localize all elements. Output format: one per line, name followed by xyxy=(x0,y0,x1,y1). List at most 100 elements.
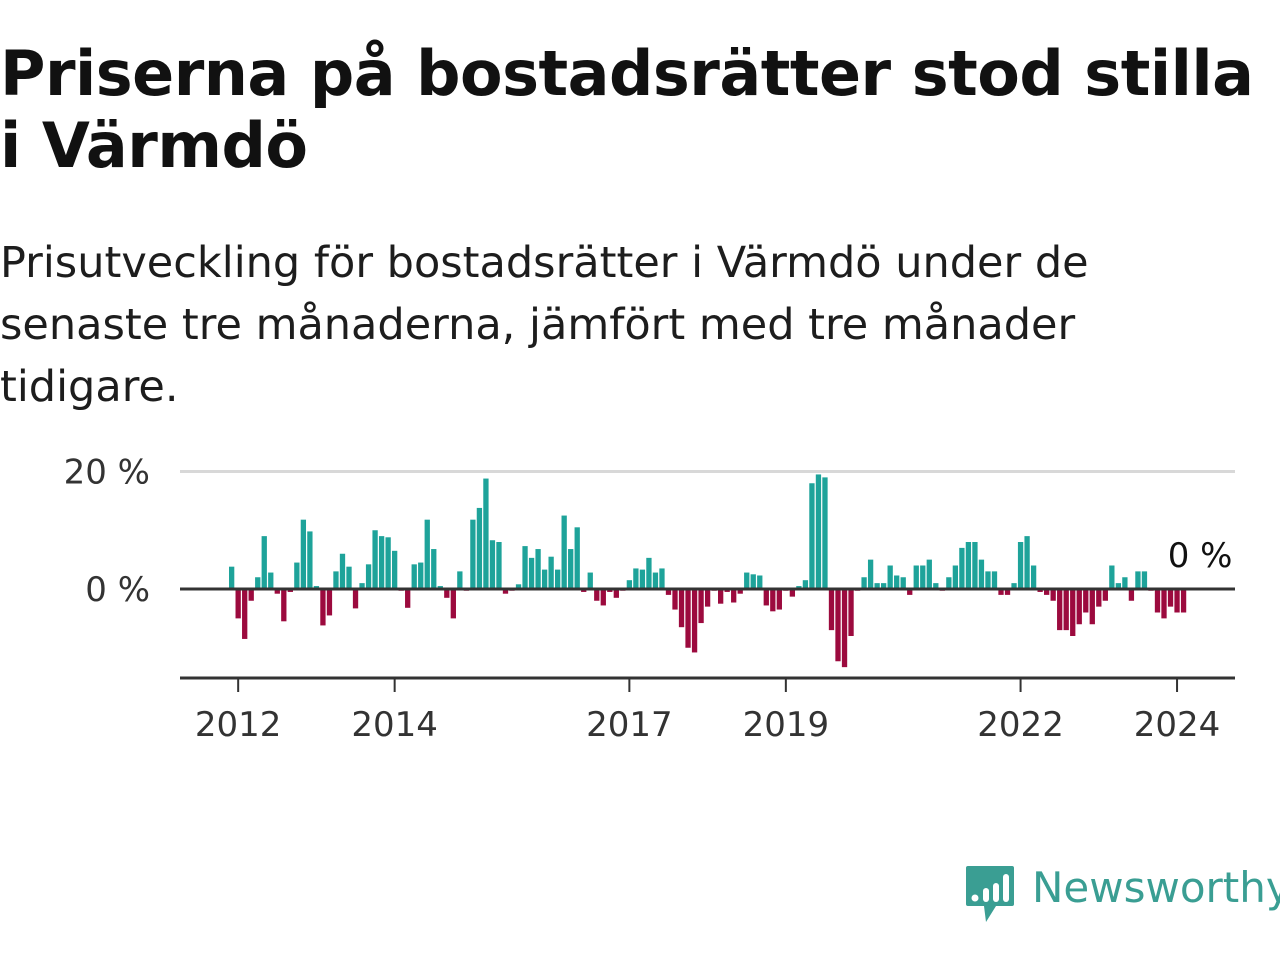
bar xyxy=(1004,589,1011,595)
bar xyxy=(972,542,978,589)
x-tick-label: 2024 xyxy=(1134,705,1221,745)
bar xyxy=(946,577,952,589)
bar xyxy=(776,589,782,610)
bar xyxy=(665,589,672,595)
bar xyxy=(320,589,326,626)
bar xyxy=(920,565,926,589)
bar xyxy=(457,571,463,590)
bar xyxy=(561,515,567,589)
bar xyxy=(229,566,235,589)
bar xyxy=(1174,589,1180,613)
bar xyxy=(1096,589,1102,607)
bar xyxy=(1017,542,1024,589)
bar xyxy=(978,559,985,590)
bar xyxy=(1057,589,1063,631)
bar xyxy=(496,542,502,589)
bar xyxy=(1109,565,1115,589)
bar xyxy=(1063,589,1069,631)
bar xyxy=(522,546,528,589)
newsworthy-icon xyxy=(966,866,1014,922)
bar xyxy=(881,583,887,590)
bar xyxy=(698,589,704,624)
x-tick-label: 2012 xyxy=(195,705,282,745)
bar xyxy=(470,519,476,589)
bar xyxy=(633,568,639,589)
bar xyxy=(307,531,313,589)
bar xyxy=(1180,589,1187,613)
bar xyxy=(1122,577,1128,589)
bar xyxy=(1044,589,1050,595)
bar xyxy=(1128,589,1135,601)
bar xyxy=(411,564,417,589)
bar xyxy=(1083,589,1089,613)
bar xyxy=(815,474,822,589)
chart-title: Priserna på bostadsrätter stod stilla i … xyxy=(0,37,1254,182)
bar xyxy=(704,589,711,607)
bar xyxy=(385,537,391,589)
bar xyxy=(1089,589,1095,625)
bar xyxy=(613,589,619,598)
bar xyxy=(848,589,854,636)
bar xyxy=(418,562,424,589)
bar xyxy=(952,565,959,589)
bar xyxy=(574,527,580,589)
bar xyxy=(887,565,893,589)
bar xyxy=(1141,571,1148,590)
bar xyxy=(372,530,378,589)
bar xyxy=(1050,589,1056,601)
bar xyxy=(378,536,385,590)
bar-chart: 0 % 20 % 2012 2014 2017 2019 2022 2024 0 % xyxy=(64,453,1235,745)
bar xyxy=(998,589,1004,595)
bar xyxy=(744,572,750,589)
bar xyxy=(268,572,274,589)
bar xyxy=(874,583,880,590)
y-axis-ticks: 0 % 20 % xyxy=(64,453,150,611)
bar xyxy=(809,483,815,589)
x-tick-label: 2014 xyxy=(351,705,438,745)
bar xyxy=(555,569,561,589)
bar xyxy=(652,572,659,589)
bar xyxy=(926,559,932,590)
bar xyxy=(835,589,841,662)
bar xyxy=(248,589,254,601)
x-tick-label: 2019 xyxy=(743,705,830,745)
bar xyxy=(867,559,874,590)
bar xyxy=(476,507,483,589)
bar xyxy=(907,589,913,595)
bar xyxy=(985,571,991,590)
bar xyxy=(737,589,743,594)
bar xyxy=(300,519,307,589)
x-axis-ticks: 2012 2014 2017 2019 2022 2024 xyxy=(195,678,1220,745)
bar xyxy=(828,589,835,631)
bar xyxy=(1076,589,1082,625)
bar xyxy=(933,583,939,590)
bar xyxy=(326,589,333,616)
latest-value-label: 0 % xyxy=(1168,536,1233,576)
bar xyxy=(541,569,548,589)
bar xyxy=(894,575,900,589)
bar xyxy=(346,566,352,589)
bar xyxy=(235,589,241,619)
bar xyxy=(757,575,763,589)
bar xyxy=(718,589,724,604)
bar xyxy=(900,577,906,589)
bar xyxy=(392,550,398,589)
bar xyxy=(1167,589,1174,607)
bar xyxy=(763,589,769,606)
bar xyxy=(365,564,372,589)
bar xyxy=(678,589,685,628)
y-tick-label: 20 % xyxy=(64,453,150,493)
bar xyxy=(659,568,665,589)
bar xyxy=(1024,536,1030,590)
bar xyxy=(959,547,965,590)
bar xyxy=(965,542,972,589)
bar xyxy=(489,540,496,589)
bar xyxy=(789,589,796,597)
bar xyxy=(731,589,737,603)
bar xyxy=(483,478,489,589)
bar xyxy=(1115,583,1122,590)
bar xyxy=(255,577,261,589)
bar xyxy=(770,589,776,612)
y-tick-label: 0 % xyxy=(85,570,150,610)
x-tick-label: 2017 xyxy=(586,705,673,745)
